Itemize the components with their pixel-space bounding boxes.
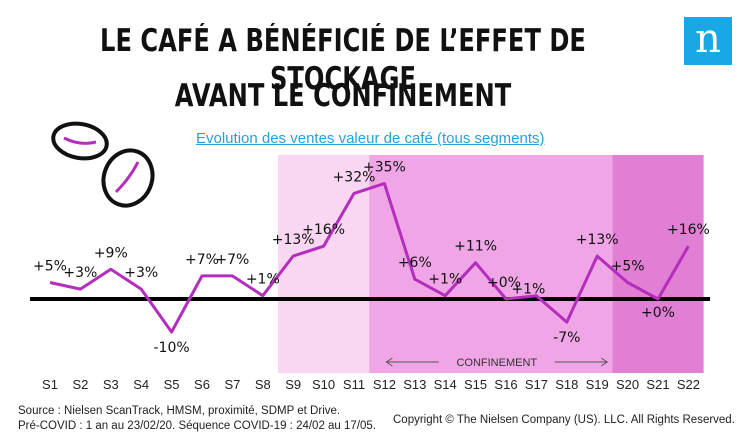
data-label: +11% — [454, 239, 497, 255]
x-tick-label: S21 — [646, 377, 669, 392]
data-label: +0% — [487, 275, 521, 291]
x-tick-label: S8 — [255, 377, 271, 392]
x-tick-label: S22 — [677, 377, 700, 392]
x-tick-label: S4 — [133, 377, 149, 392]
data-label: +3% — [63, 265, 97, 281]
x-tick-label: S3 — [103, 377, 119, 392]
x-tick-label: S16 — [494, 377, 517, 392]
data-label: +35% — [363, 160, 406, 176]
data-label: +5% — [611, 259, 645, 275]
data-label: +32% — [333, 169, 376, 185]
x-tick-label: S5 — [164, 377, 180, 392]
x-tick-label: S2 — [72, 377, 88, 392]
x-tick-label: S17 — [525, 377, 548, 392]
nielsen-logo: n — [684, 17, 732, 65]
x-tick-label: S15 — [464, 377, 487, 392]
source-note: Source : Nielsen ScanTrack, HMSM, proxim… — [18, 405, 341, 417]
x-tick-label: S9 — [285, 377, 301, 392]
x-tick-label: S19 — [586, 377, 609, 392]
data-label: -7% — [553, 330, 580, 346]
data-label: +6% — [398, 255, 432, 271]
coffee-bean-icon — [101, 148, 155, 208]
chart-subtitle[interactable]: Evolution des ventes valeur de café (tou… — [196, 130, 545, 147]
copyright: Copyright © The Nielsen Company (US). LL… — [393, 414, 735, 426]
series-line — [49, 182, 690, 334]
data-label: +13% — [576, 232, 619, 248]
x-tick-label: S20 — [616, 377, 639, 392]
arrow-head-left-icon — [385, 357, 393, 367]
data-label: -10% — [154, 340, 190, 356]
page-title-line2: AVANT LE CONFINEMENT — [174, 78, 512, 114]
x-tick-label: S11 — [343, 377, 365, 392]
data-label: +9% — [94, 245, 128, 261]
data-label: +7% — [185, 252, 219, 268]
coffee-bean-icon — [51, 121, 109, 161]
data-label: +13% — [272, 232, 315, 248]
data-label: +1% — [246, 272, 280, 288]
data-label: +5% — [33, 259, 67, 275]
x-tick-label: S12 — [373, 377, 396, 392]
data-label: +3% — [124, 265, 158, 281]
x-tick-label: S6 — [194, 377, 210, 392]
x-tick-label: S1 — [42, 377, 58, 392]
data-label: +1% — [428, 272, 462, 288]
x-tick-label: S18 — [555, 377, 578, 392]
page-title-line1: LE CAFÉ A BÉNÉFICIÉ DE L’EFFET DE STOCKA… — [100, 23, 586, 97]
data-label: +1% — [511, 282, 545, 298]
data-label: +16% — [302, 222, 345, 238]
confinement-label: CONFINEMENT — [456, 357, 537, 369]
data-label: +7% — [215, 252, 249, 268]
x-tick-label: S14 — [434, 377, 457, 392]
period-note: Pré-COVID : 1 an au 23/02/20. Séquence C… — [18, 420, 376, 432]
data-label: +16% — [667, 222, 710, 238]
period-band — [278, 155, 370, 373]
x-tick-label: S7 — [224, 377, 240, 392]
data-label: +0% — [641, 305, 675, 321]
arrow-head-right-icon — [600, 357, 609, 367]
x-tick-label: S13 — [403, 377, 426, 392]
period-band — [612, 155, 704, 373]
x-tick-label: S10 — [312, 377, 335, 392]
